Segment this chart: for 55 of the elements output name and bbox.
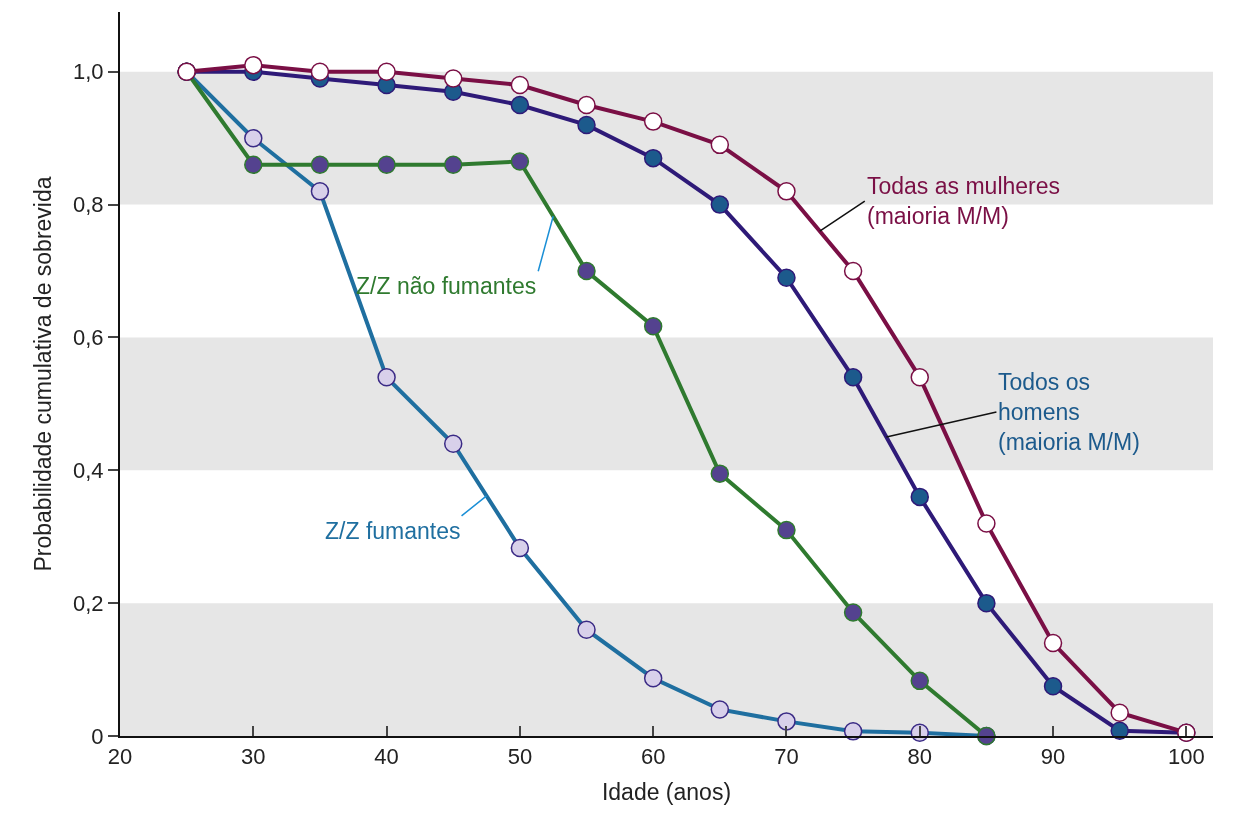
series-label: Z/Z fumantes (325, 518, 461, 544)
point (643, 112, 663, 131)
point (643, 316, 663, 336)
point (710, 195, 730, 214)
y-tick-label: 0,2 (73, 590, 104, 616)
point (1110, 703, 1129, 722)
point (244, 155, 263, 175)
point (1043, 633, 1063, 653)
point (777, 520, 796, 540)
point (843, 603, 863, 622)
y-tick-label: 0,8 (73, 192, 104, 218)
point (510, 75, 530, 95)
x-tick-label: 90 (1040, 744, 1066, 770)
x-tick-label: 20 (107, 744, 133, 770)
point (977, 593, 996, 613)
point (843, 261, 863, 281)
point (777, 182, 796, 201)
point (310, 155, 330, 175)
x-tick-label: 40 (374, 744, 399, 770)
point (910, 671, 930, 691)
point (710, 135, 730, 155)
y-tick-label: 0 (91, 723, 104, 749)
point (244, 55, 263, 75)
series-label: Todas as mulheres (maioria M/M) (867, 173, 1061, 229)
x-tick-label: 60 (640, 744, 666, 770)
point (910, 487, 930, 507)
x-tick-label: 70 (774, 744, 799, 770)
y-axis-title: Probabilidade cumulativa de sobrevida (29, 176, 56, 572)
x-axis-title: Idade (anos) (601, 778, 732, 805)
point (643, 148, 663, 168)
series-label: Z/Z não fumantes (356, 273, 537, 299)
x-tick-label: 100 (1167, 744, 1205, 770)
point (310, 62, 330, 82)
y-tick-label: 1,0 (73, 59, 104, 85)
point (777, 268, 796, 287)
point (377, 155, 396, 175)
text: Todos os homens (maioria M/M) (998, 369, 1140, 455)
x-tick-label: 50 (507, 744, 533, 770)
point (577, 115, 596, 135)
point (510, 152, 530, 171)
point (1043, 676, 1063, 696)
point (510, 95, 530, 115)
point (977, 514, 996, 533)
point (910, 368, 930, 387)
x-tick-label: 80 (907, 744, 932, 770)
y-tick-label: 0,4 (73, 458, 104, 484)
point (443, 69, 463, 88)
x-tick-label: 30 (241, 744, 266, 770)
point (843, 368, 863, 387)
y-tick-label: 0,6 (73, 325, 104, 351)
point (577, 261, 596, 281)
point (710, 464, 730, 483)
point (577, 95, 596, 115)
point (443, 155, 463, 175)
point (377, 62, 396, 82)
